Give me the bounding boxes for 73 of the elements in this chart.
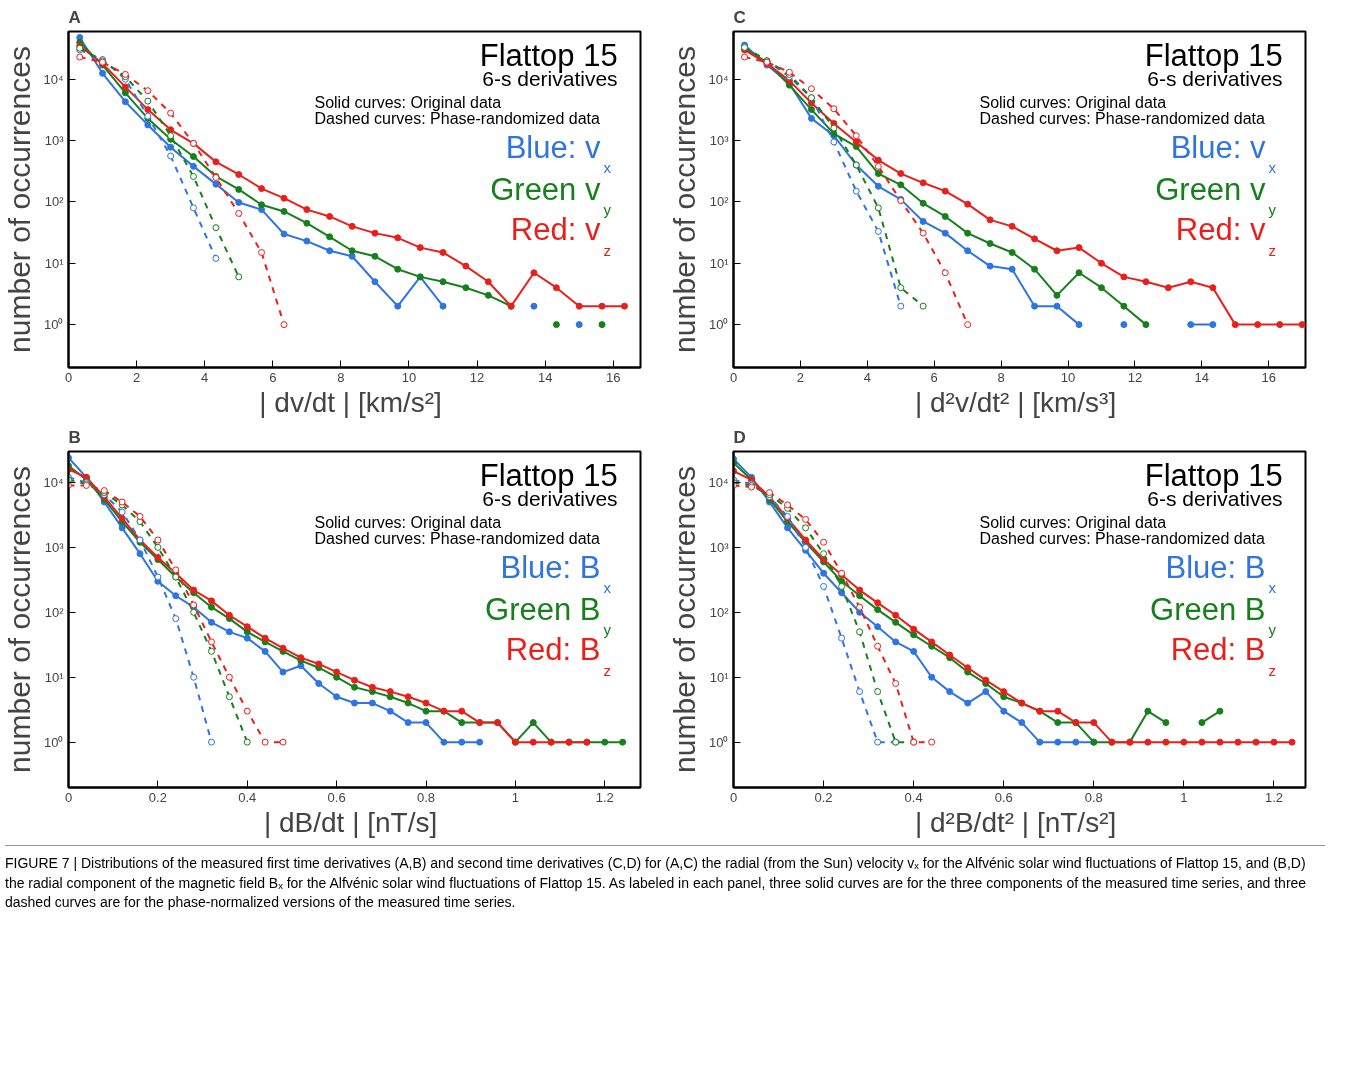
y-tick-label: 10¹ xyxy=(709,669,730,685)
chart-title: B xyxy=(68,427,81,447)
annotation: Solid curves: Original data xyxy=(979,513,1167,531)
x-tick-label: 1 xyxy=(511,789,519,805)
y-axis-title: number of occurrences xyxy=(3,466,37,773)
y-tick-label: 10⁰ xyxy=(44,734,64,750)
x-tick-label: 16 xyxy=(1261,369,1276,385)
y-tick-label: 10³ xyxy=(709,133,730,149)
y-tick-label: 10³ xyxy=(709,539,730,555)
x-axis-title: | d²B/dt² | [nT/s²] xyxy=(914,806,1117,838)
caption: FIGURE 7 | Distributions of the measured first time derivatives (A,B) and second time derivatives (C,D) for (A,C) the radial (from the Sun) velocity vₓ for the Alfvénic solar wind fluctuations of Flattop 15, and (B,D) the radial component of the magnetic field Bₓ for the Alfvénic solar wind fluctuations of Flattop 15. As labeled in each panel, three solid curves are for the three components of the measured time series, and three dashed curves are for the phase-normalized versions of the measured time series. xyxy=(5,845,1325,913)
y-tick-label: 10⁰ xyxy=(709,734,729,750)
y-tick-label: 10⁴ xyxy=(708,71,729,87)
x-tick-label: 0.8 xyxy=(416,789,436,805)
y-tick-label: 10² xyxy=(709,604,730,620)
x-tick-label: 10 xyxy=(1060,369,1076,385)
y-tick-label: 10⁰ xyxy=(709,317,729,333)
x-tick-label: 0.8 xyxy=(1084,789,1103,805)
x-tick-label: 8 xyxy=(337,369,345,385)
annotation: Solid curves: Original data xyxy=(314,93,502,111)
x-tick-label: 2 xyxy=(796,369,805,385)
y-axis-title: number of occurrences xyxy=(3,46,37,353)
y-tick-label: 10² xyxy=(44,604,65,620)
y-tick-label: 10³ xyxy=(44,539,65,555)
x-axis-title: | dv/dt | [km/s²] xyxy=(259,386,442,418)
y-tick-label: 10¹ xyxy=(44,255,65,271)
annotation: Dashed curves: Phase-randomized data xyxy=(979,530,1266,548)
x-tick-label: 12 xyxy=(469,369,485,385)
x-tick-label: 1.2 xyxy=(595,789,614,805)
y-tick-label: 10² xyxy=(709,194,730,210)
x-tick-label: 6 xyxy=(269,369,277,385)
x-tick-label: 8 xyxy=(997,369,1005,385)
y-tick-label: 10¹ xyxy=(44,669,65,685)
x-tick-label: 0 xyxy=(729,789,738,805)
x-tick-label: 6 xyxy=(930,369,938,385)
y-axis-title: number of occurrences xyxy=(668,466,702,773)
x-tick-label: 0.2 xyxy=(148,789,167,805)
x-tick-label: 0 xyxy=(64,369,73,385)
chart-title: A xyxy=(68,7,81,27)
annotation: Dashed curves: Phase-randomized data xyxy=(979,110,1266,128)
x-tick-label: 1 xyxy=(1180,789,1188,805)
x-tick-label: 10 xyxy=(401,369,417,385)
y-tick-label: 10⁴ xyxy=(708,474,729,490)
x-tick-label: 14 xyxy=(537,369,553,385)
annotation: Solid curves: Original data xyxy=(979,93,1167,111)
y-tick-label: 10⁰ xyxy=(44,317,64,333)
x-tick-label: 4 xyxy=(201,369,209,385)
x-tick-label: 1.2 xyxy=(1264,789,1284,805)
y-axis-title: number of occurrences xyxy=(668,46,702,353)
x-tick-label: 0 xyxy=(64,789,73,805)
y-tick-label: 10⁴ xyxy=(43,71,64,87)
x-tick-label: 0 xyxy=(729,369,738,385)
annotation: Solid curves: Original data xyxy=(314,513,502,531)
chart-title: C xyxy=(733,7,746,27)
x-tick-label: 0.4 xyxy=(904,789,923,805)
x-tick-label: 12 xyxy=(1127,369,1143,385)
x-tick-label: 4 xyxy=(863,369,871,385)
y-tick-label: 10² xyxy=(44,194,65,210)
x-tick-label: 16 xyxy=(606,369,621,385)
annotation: Dashed curves: Phase-randomized data xyxy=(314,110,601,128)
x-axis-title: | dB/dt | [nT/s] xyxy=(263,806,438,838)
x-tick-label: 0.6 xyxy=(994,789,1013,805)
x-axis-title: | d²v/dt² | [km/s³] xyxy=(915,386,1117,418)
x-tick-label: 14 xyxy=(1194,369,1210,385)
y-tick-label: 10³ xyxy=(44,133,65,149)
annotation: Dashed curves: Phase-randomized data xyxy=(314,530,601,548)
x-tick-label: 0.6 xyxy=(327,789,346,805)
x-tick-label: 0.4 xyxy=(238,789,257,805)
x-tick-label: 0.2 xyxy=(814,789,833,805)
y-tick-label: 10¹ xyxy=(709,255,730,271)
y-tick-label: 10⁴ xyxy=(43,474,64,490)
x-tick-label: 2 xyxy=(132,369,141,385)
chart-title: D xyxy=(733,427,746,447)
